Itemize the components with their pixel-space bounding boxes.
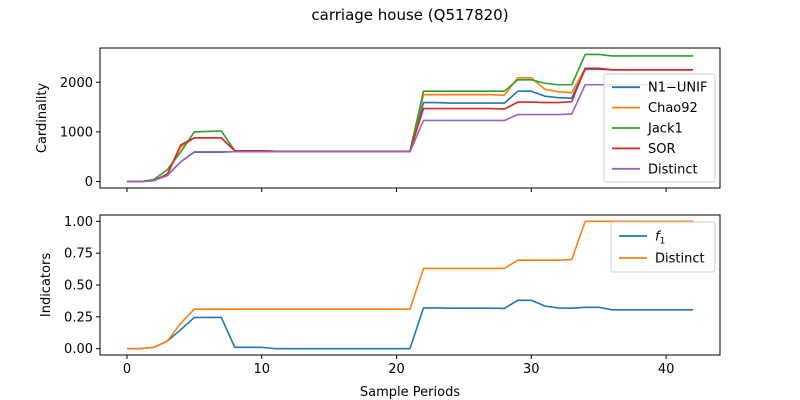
bottom-panel-indicators: 0 10 20 30 40 0.00 0.25 0.50 0.75 1.00 Indicators f… [39,214,721,377]
legend-label: N1−UNIF [648,81,707,96]
series-line-distinct [126,220,694,350]
legend-box [610,221,716,273]
legend: f1 Distinct [610,221,716,273]
legend-label: f1 [655,230,665,247]
y-tick-label: 2000 [60,76,93,91]
figure-title: carriage house (Q517820) [311,6,508,24]
legend: N1−UNIF Chao92 Jack1 SOR Distinct [603,73,716,183]
top-panel-cardinality: 0 1000 2000 Cardinality N1−UNIF Chao92 Jack1 SO… [35,47,721,192]
x-tick-label: 10 [253,362,270,377]
x-axis-label: Sample Periods [360,385,460,400]
legend-label: SOR [648,142,676,157]
legend-box [603,73,716,183]
x-tick-label: 20 [388,362,405,377]
x-tick-label: 0 [123,362,131,377]
axes-frame [99,47,721,189]
x-tick-label: 40 [658,362,675,377]
legend-label: Chao92 [648,101,698,116]
y-tick-label: 0.50 [64,279,93,294]
x-tick-label: 30 [523,362,540,377]
legend-label: Distinct [655,252,705,267]
y-tick-label: 0 [85,175,93,190]
y-tick-label: 0.00 [64,342,93,357]
y-axis-label: Indicators [39,253,54,317]
series-line-distinct [126,83,694,183]
series-line-f1 [126,299,694,350]
y-tick-label: 1000 [60,125,93,140]
y-tick-label: 0.25 [64,310,93,325]
y-tick-label: 1.00 [64,215,93,230]
legend-label: Jack1 [647,122,683,137]
legend-label: Distinct [648,162,698,177]
y-axis-label: Cardinality [35,83,50,154]
y-tick-label: 0.75 [64,247,93,262]
